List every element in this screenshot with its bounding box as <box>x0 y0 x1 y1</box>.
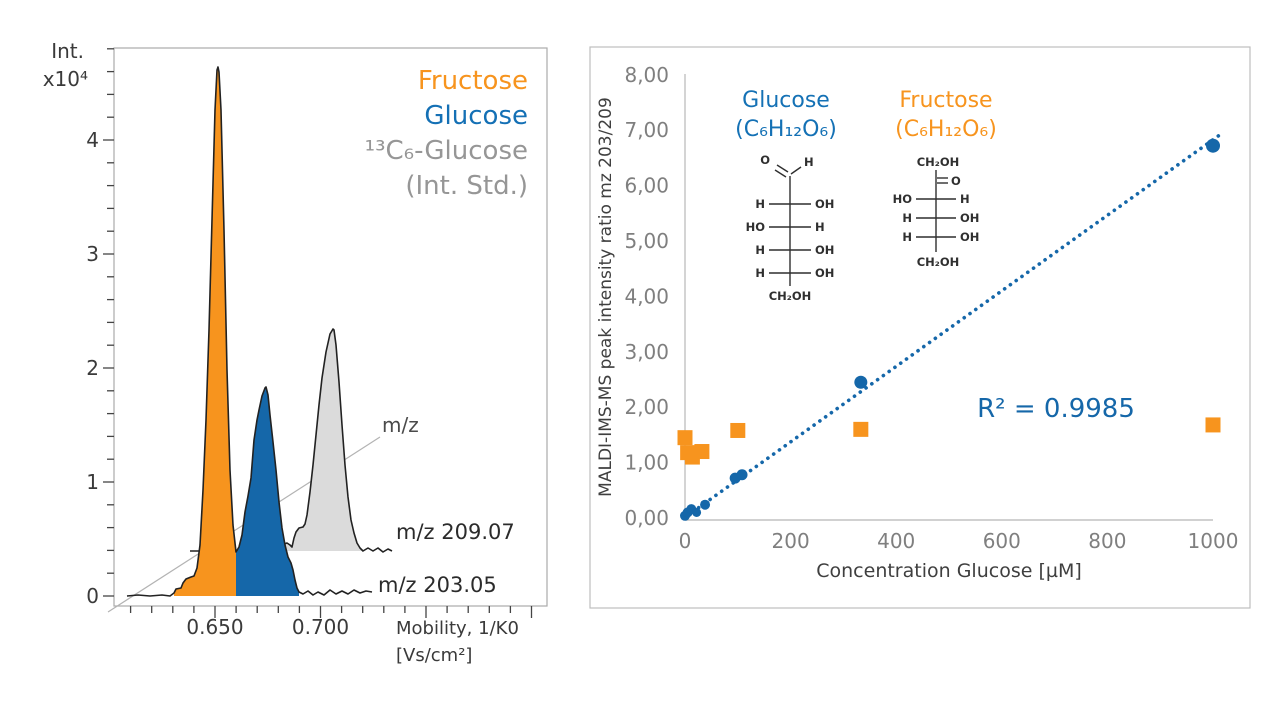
calibration-x-tick-label: 400 <box>877 529 915 553</box>
calibration-y-tick-label: 6,00 <box>624 174 669 198</box>
trace-label-mz-203: m/z 203.05 <box>378 573 497 597</box>
glucose-data-point <box>700 499 711 510</box>
fructose-structure-right-label: OH <box>960 230 979 244</box>
trace-mz-203 <box>126 66 373 597</box>
glucose-structure-right-label: OH <box>815 266 834 280</box>
glucose-aldehyde-double-bond-1 <box>776 164 789 173</box>
fructose-annotation-formula: (C₆H₁₂O₆) <box>895 117 997 142</box>
left-x-tick-label: 0.700 <box>292 615 349 639</box>
glucose-aldehyde-h-bond <box>790 166 802 175</box>
legend-13c6-glucose: ¹³C₆-Glucose <box>365 136 528 166</box>
calibration-x-tick-label: 200 <box>772 529 810 553</box>
calibration-x-tick-label: 800 <box>1088 529 1126 553</box>
fructose-bottom-group: CH₂OH <box>917 255 960 269</box>
glucose-structure-left-label: H <box>755 266 765 280</box>
glucose-aldehyde-double-bond-2 <box>774 169 787 178</box>
calibration-y-tick-label: 4,00 <box>624 284 669 308</box>
left-y-unit-line1: Int. <box>51 39 84 63</box>
fructose-structure-left-label: H <box>902 211 912 225</box>
mobility-axis-title-line1: Mobility, 1/K0 <box>396 618 519 639</box>
fructose-structure: CH₂OH O CH₂OH <box>917 155 961 269</box>
glucose-structure-right-label: H <box>815 220 825 234</box>
fructose-structure-left-label: H <box>902 230 912 244</box>
left-y-unit-line2: x10⁴ <box>43 67 88 91</box>
fructose-data-point <box>694 444 710 460</box>
glucose-data-point <box>692 507 702 517</box>
left-y-tick-label: 4 <box>86 128 99 152</box>
calibration-panel-border <box>589 46 1251 609</box>
mz-axis-label: m/z <box>382 413 419 437</box>
glucose-structure-right-label: OH <box>815 243 834 257</box>
legend-glucose: Glucose <box>424 101 528 131</box>
calibration-y-tick-label: 1,00 <box>624 451 669 475</box>
calibration-panel: 0,00 1,00 2,00 3,00 4,00 5,00 6,00 7,00 8,00 0 200… <box>589 46 1251 609</box>
fructose-data-point <box>677 430 693 446</box>
fructose-annotation-name: Fructose <box>899 88 992 113</box>
glucose-structure-right-label: OH <box>815 197 834 211</box>
left-y-tick-label: 3 <box>86 242 99 266</box>
mobility-axis-title-line2: [Vs/cm²] <box>396 645 472 666</box>
calibration-y-tick-label: 7,00 <box>624 118 669 142</box>
calibration-y-tick-label: 2,00 <box>624 395 669 419</box>
fructose-structure-right-label: OH <box>960 211 979 225</box>
glucose-data-point <box>1206 138 1220 153</box>
glucose-structure-left-label: HO <box>746 220 766 234</box>
fructose-top-group: CH₂OH <box>917 155 960 169</box>
legend-internal-standard: (Int. Std.) <box>405 171 528 201</box>
glucose-bottom-group: CH₂OH <box>769 289 812 303</box>
left-y-tick-label: 0 <box>86 584 99 608</box>
calibration-x-tick-label: 600 <box>983 529 1021 553</box>
fructose-data-point <box>730 422 746 438</box>
glucose-structure: O H CH₂OH <box>760 153 813 303</box>
calibration-y-tick-label: 5,00 <box>624 229 669 253</box>
calibration-x-tick-label: 0 <box>679 529 692 553</box>
calibration-x-tick-label: 1000 <box>1188 529 1239 553</box>
peak-fill-fructose <box>174 67 236 596</box>
left-y-tick-label: 2 <box>86 356 99 380</box>
fructose-data-point <box>1205 417 1221 433</box>
calibration-y-axis-title: MALDI-IMS-MS peak intensity ratio mz 203… <box>596 97 616 497</box>
left-y-tick-label: 1 <box>86 470 99 494</box>
mobility-axis-ticks: 0 1 2 3 4 0.650 0.700 <box>86 48 533 639</box>
peak-fill-13c6-glucose <box>281 329 363 551</box>
calibration-generated-content: 0,00 1,00 2,00 3,00 4,00 5,00 6,00 7,00 8,00 0 200… <box>624 63 1238 553</box>
calibration-x-axis-title: Concentration Glucose [µM] <box>816 560 1082 582</box>
calibration-y-tick-label: 3,00 <box>624 340 669 364</box>
left-x-tick-label: 0.650 <box>186 615 243 639</box>
glucose-data-point <box>736 469 748 481</box>
calibration-y-tick-label: 0,00 <box>624 506 669 530</box>
glucose-annotation-name: Glucose <box>742 88 830 113</box>
fructose-structure-right-label: H <box>960 192 970 206</box>
peak-fill-glucose <box>236 387 299 596</box>
legend-fructose: Fructose <box>418 66 528 96</box>
glucose-annotation-formula: (C₆H₁₂O₆) <box>735 117 837 142</box>
trace-mz-209 <box>190 328 393 553</box>
glucose-structure-left-label: H <box>755 197 765 211</box>
glucose-data-point <box>854 375 868 389</box>
fructose-structure-left-label: HO <box>893 192 913 206</box>
mobility-spectrum-panel: 0 1 2 3 4 0.650 0.700 Int. x10⁴ Mobility, 1/K0… <box>43 39 548 666</box>
glucose-structure-left-label: H <box>755 243 765 257</box>
trace-label-mz-209: m/z 209.07 <box>396 520 515 544</box>
fructose-ketone-o-label: O <box>951 174 961 188</box>
glucose-aldehyde-h-label: H <box>804 155 814 169</box>
fructose-data-point <box>853 421 869 437</box>
r-squared-label: R² = 0.9985 <box>977 394 1135 424</box>
trendline-dotted <box>685 132 1223 518</box>
mobility-plot-border <box>113 47 548 607</box>
calibration-y-tick-label: 8,00 <box>624 63 669 87</box>
glucose-aldehyde-o-label: O <box>760 153 770 167</box>
